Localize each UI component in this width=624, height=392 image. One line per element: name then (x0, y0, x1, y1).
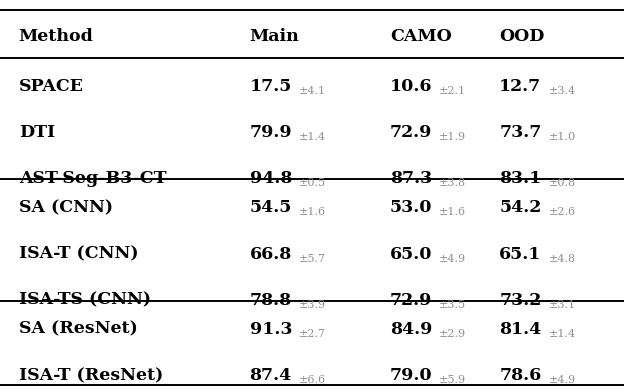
Text: ±1.9: ±1.9 (439, 132, 466, 142)
Text: 65.1: 65.1 (499, 245, 542, 263)
Text: 66.8: 66.8 (250, 245, 292, 263)
Text: DTI: DTI (19, 124, 55, 141)
Text: ISA-TS (CNN): ISA-TS (CNN) (19, 292, 151, 309)
Text: 84.9: 84.9 (390, 321, 432, 338)
Text: ±5.9: ±5.9 (439, 375, 466, 385)
Text: 10.6: 10.6 (390, 78, 432, 95)
Text: ±5.7: ±5.7 (299, 254, 326, 264)
Text: ±0.5: ±0.5 (299, 178, 326, 189)
Text: 54.5: 54.5 (250, 199, 292, 216)
Text: ±4.8: ±4.8 (548, 254, 575, 264)
Text: ±6.6: ±6.6 (299, 375, 326, 385)
Text: ±3.9: ±3.9 (299, 300, 326, 310)
Text: ±4.9: ±4.9 (548, 375, 575, 385)
Text: ±1.0: ±1.0 (548, 132, 575, 142)
Text: 17.5: 17.5 (250, 78, 292, 95)
Text: ±1.4: ±1.4 (299, 132, 326, 142)
Text: CAMO: CAMO (390, 27, 452, 45)
Text: ±2.1: ±2.1 (439, 86, 466, 96)
Text: ISA-T (ResNet): ISA-T (ResNet) (19, 367, 163, 384)
Text: 54.2: 54.2 (499, 199, 542, 216)
Text: SPACE: SPACE (19, 78, 84, 95)
Text: 79.9: 79.9 (250, 124, 292, 141)
Text: 79.0: 79.0 (390, 367, 432, 384)
Text: SA (ResNet): SA (ResNet) (19, 321, 137, 338)
Text: ISA-T (CNN): ISA-T (CNN) (19, 245, 139, 263)
Text: ±2.7: ±2.7 (299, 329, 326, 339)
Text: 73.2: 73.2 (499, 292, 542, 309)
Text: 87.4: 87.4 (250, 367, 292, 384)
Text: SA (CNN): SA (CNN) (19, 199, 113, 216)
Text: Main: Main (250, 27, 300, 45)
Text: AST-Seg-B3-CT: AST-Seg-B3-CT (19, 170, 166, 187)
Text: 83.1: 83.1 (499, 170, 542, 187)
Text: 78.8: 78.8 (250, 292, 292, 309)
Text: Method: Method (19, 27, 94, 45)
Text: 87.3: 87.3 (390, 170, 432, 187)
Text: 78.6: 78.6 (499, 367, 542, 384)
Text: ±0.8: ±0.8 (548, 178, 575, 189)
Text: 91.3: 91.3 (250, 321, 292, 338)
Text: 65.0: 65.0 (390, 245, 432, 263)
Text: ±3.5: ±3.5 (439, 300, 466, 310)
Text: ±1.6: ±1.6 (439, 207, 466, 218)
Text: ±4.9: ±4.9 (439, 254, 466, 264)
Text: ±4.1: ±4.1 (299, 86, 326, 96)
Text: 72.9: 72.9 (390, 124, 432, 141)
Text: OOD: OOD (499, 27, 545, 45)
Text: 53.0: 53.0 (390, 199, 432, 216)
Text: ±1.4: ±1.4 (548, 329, 575, 339)
Text: ±1.6: ±1.6 (299, 207, 326, 218)
Text: ±3.8: ±3.8 (439, 178, 466, 189)
Text: ±2.9: ±2.9 (439, 329, 466, 339)
Text: 81.4: 81.4 (499, 321, 542, 338)
Text: ±3.1: ±3.1 (548, 300, 575, 310)
Text: ±2.6: ±2.6 (548, 207, 575, 218)
Text: 72.9: 72.9 (390, 292, 432, 309)
Text: 12.7: 12.7 (499, 78, 542, 95)
Text: 94.8: 94.8 (250, 170, 292, 187)
Text: ±3.4: ±3.4 (548, 86, 575, 96)
Text: 73.7: 73.7 (499, 124, 542, 141)
